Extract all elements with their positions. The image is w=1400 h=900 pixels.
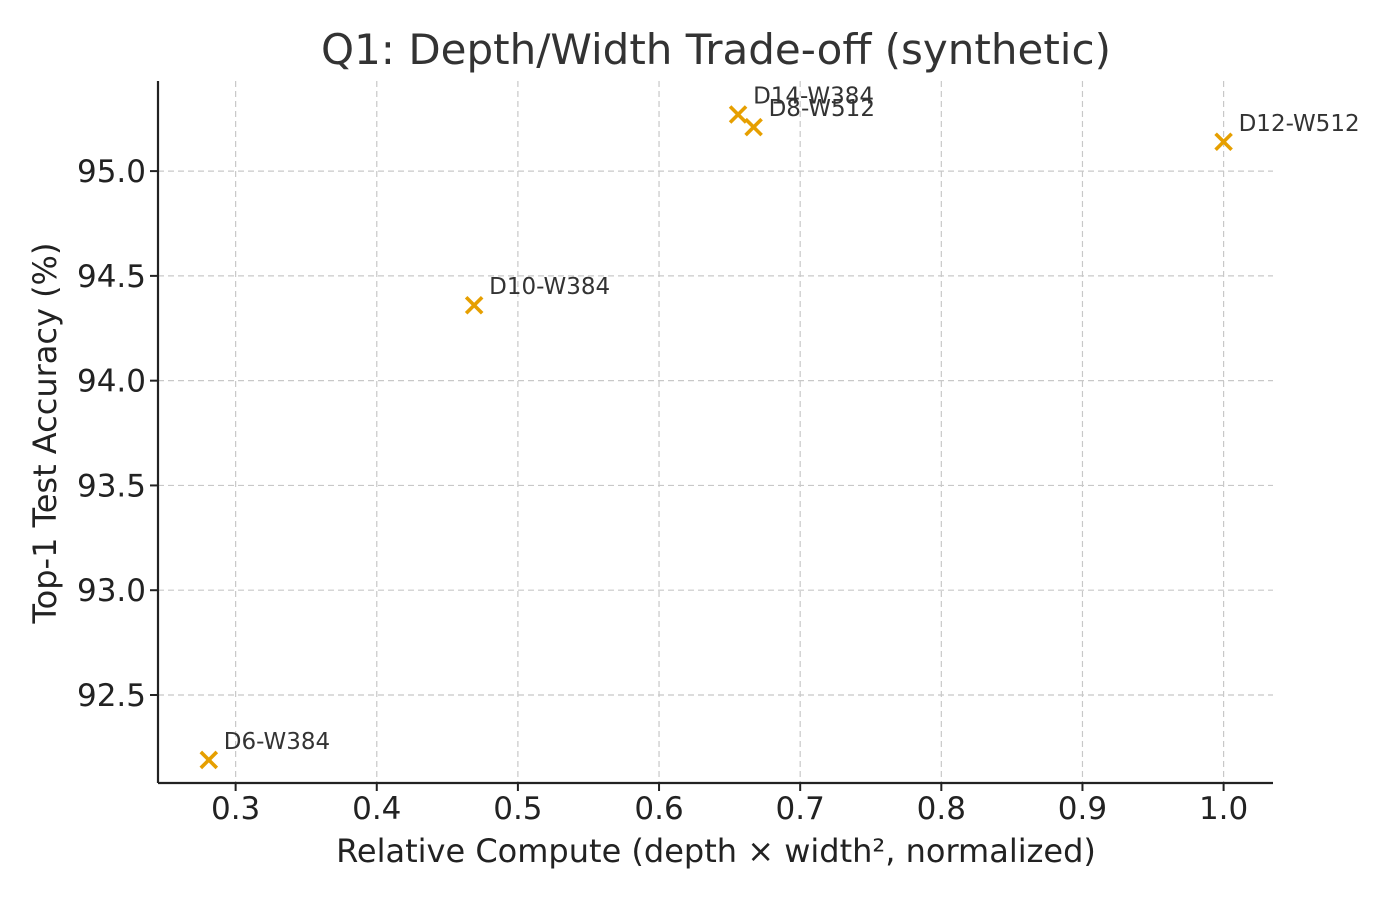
point-marker-stroke (199, 750, 219, 770)
point-label: D6-W384 (224, 729, 330, 755)
x-tick-label: 0.9 (1058, 791, 1107, 827)
data-point: D10-W384 (464, 274, 610, 315)
y-tick-label: 92.5 (77, 678, 146, 714)
chart-title: Q1: Depth/Width Trade-off (synthetic) (321, 25, 1111, 74)
tick-layer: 0.3 0.4 0.5 0.6 0.7 0.8 0.9 1.0 92.5 93.0 93.5 94.0… (77, 154, 1248, 827)
point-label: D14-W384 (753, 84, 874, 110)
point-marker-stroke (728, 105, 748, 124)
data-point: D14-W384 (728, 84, 874, 124)
y-tick-label: 94.0 (77, 364, 146, 400)
y-tick-label: 93.5 (77, 468, 146, 504)
point-label: D12-W512 (1239, 111, 1360, 137)
x-axis-label: Relative Compute (depth × width², normal… (336, 832, 1096, 870)
point-marker-stroke (744, 117, 763, 137)
x-tick-label: 0.7 (776, 791, 825, 827)
data-point: D12-W512 (1214, 111, 1360, 152)
x-tick-label: 0.5 (493, 791, 542, 827)
point-marker-stroke (1214, 132, 1233, 152)
x-tick-label: 0.3 (211, 791, 260, 827)
x-tick-label: 0.4 (352, 791, 401, 827)
y-tick-label: 94.5 (77, 259, 146, 295)
data-point: D6-W384 (199, 729, 330, 770)
x-tick-label: 1.0 (1199, 791, 1248, 827)
point-label: D10-W384 (489, 274, 610, 300)
x-tick-label: 0.6 (634, 791, 683, 827)
x-tick-label: 0.8 (917, 791, 966, 827)
y-tick-label: 95.0 (77, 154, 146, 190)
axis-layer (156, 81, 1273, 785)
grid-layer (158, 81, 1273, 783)
point-marker-stroke (464, 295, 484, 315)
y-axis-label: Top-1 Test Accuracy (%) (26, 243, 64, 625)
data-point: D8-W512 (744, 96, 875, 137)
y-tick-label: 93.0 (77, 573, 146, 609)
point-label: D8-W512 (769, 96, 875, 122)
